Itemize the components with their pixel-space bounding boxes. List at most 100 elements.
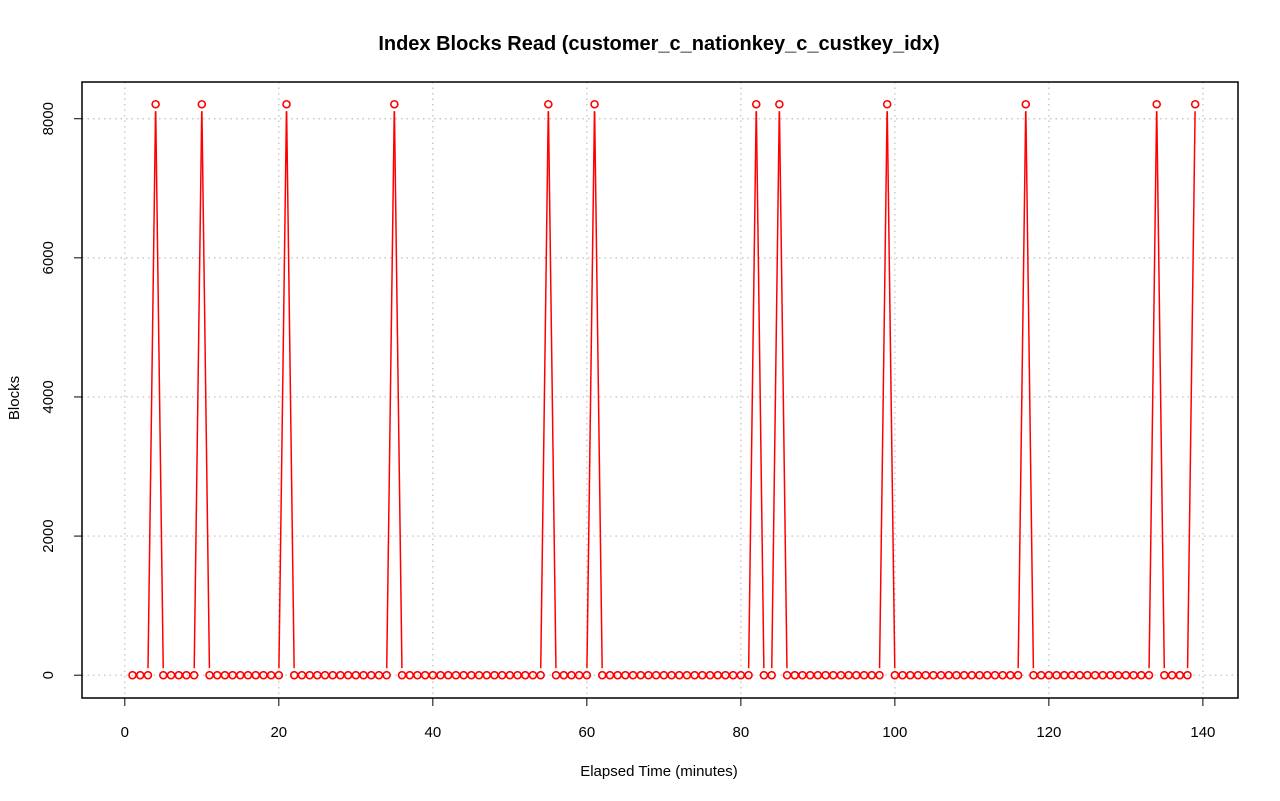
data-point	[182, 670, 191, 680]
data-point	[297, 670, 307, 680]
data-point	[390, 99, 399, 109]
data-point	[343, 670, 353, 680]
data-point	[775, 99, 784, 109]
data-point	[805, 670, 815, 680]
x-tick-label: 140	[1190, 724, 1215, 741]
data-point	[413, 670, 422, 680]
series-segment	[771, 111, 781, 669]
data-point	[728, 670, 738, 680]
y-tick-label: 8000	[40, 102, 57, 135]
data-point	[844, 670, 853, 680]
data-point	[274, 670, 284, 680]
data-point	[459, 670, 468, 680]
data-point	[921, 670, 930, 680]
data-point	[197, 99, 207, 109]
data-point	[751, 99, 761, 109]
data-point	[1021, 99, 1031, 109]
data-point	[682, 670, 692, 680]
plot-frame	[81, 81, 1239, 699]
series-segment	[393, 111, 403, 669]
series-segment	[1017, 111, 1027, 669]
y-tick-label: 2000	[40, 519, 57, 552]
data-point	[336, 670, 345, 680]
data-point	[1067, 670, 1077, 680]
x-tick-label: 20	[270, 724, 287, 741]
series-segment	[1186, 111, 1196, 669]
data-point	[644, 670, 653, 680]
data-point	[798, 670, 807, 680]
data-point	[1029, 670, 1038, 680]
series-segment	[878, 111, 888, 669]
data-point	[1144, 670, 1154, 680]
data-point	[1113, 670, 1123, 680]
data-point	[613, 670, 622, 680]
x-tick-label: 100	[882, 724, 907, 741]
grid	[82, 82, 1238, 698]
data-point	[1075, 670, 1084, 680]
data-point	[990, 670, 1000, 680]
series-segment	[1025, 111, 1035, 669]
data-point	[220, 670, 230, 680]
data-point	[451, 670, 461, 680]
series-segment	[154, 111, 164, 669]
chart-title: Index Blocks Read (customer_c_nationkey_…	[378, 33, 939, 55]
y-tick-label: 0	[40, 671, 57, 679]
x-tick-label: 80	[733, 724, 750, 741]
data-point	[952, 670, 961, 680]
data-point	[1152, 99, 1161, 109]
data-point	[875, 670, 884, 680]
data-point	[836, 670, 846, 680]
data-point	[536, 670, 545, 680]
series-segment	[755, 111, 765, 669]
data-point	[374, 670, 384, 680]
data-point	[151, 99, 160, 109]
data-point	[582, 670, 592, 680]
series-segment	[1148, 111, 1158, 669]
data-point	[490, 670, 499, 680]
x-tick-label: 40	[424, 724, 441, 741]
y-axis-label: Blocks	[6, 376, 23, 420]
data-point	[420, 670, 430, 680]
data-point	[497, 670, 507, 680]
data-point	[590, 99, 599, 109]
data-point	[305, 670, 314, 680]
data-point	[651, 670, 661, 680]
data-point	[1106, 670, 1115, 680]
data-point	[721, 670, 730, 680]
series-segment	[285, 111, 295, 669]
series-segment	[278, 111, 288, 669]
series-segment	[778, 111, 788, 669]
series-segment	[747, 111, 757, 669]
series-segment	[886, 111, 896, 669]
data-point	[759, 670, 769, 680]
x-tick-label: 0	[121, 724, 129, 741]
data-point	[282, 99, 291, 109]
data-point	[189, 670, 199, 680]
series-segment	[547, 111, 557, 669]
series-segment	[586, 111, 596, 669]
data-point	[913, 670, 923, 680]
data-point	[998, 670, 1007, 680]
x-tick-label: 120	[1036, 724, 1061, 741]
data-point	[690, 670, 699, 680]
data-point	[744, 670, 753, 680]
series-segment	[385, 111, 395, 669]
data-point	[228, 670, 237, 680]
data-point	[882, 99, 892, 109]
axes: 0 20 40 60 80 100 120 140 0 2000 4000 6000 8000	[40, 102, 1215, 741]
data-point	[574, 670, 584, 680]
x-tick-label: 60	[579, 724, 596, 741]
data-point	[1013, 670, 1023, 680]
data-point	[959, 670, 969, 680]
x-axis-label: Elapsed Time (minutes)	[580, 763, 738, 780]
data-point	[1183, 670, 1192, 680]
series-segment	[593, 111, 603, 669]
series-segment	[147, 111, 157, 669]
data-point	[1190, 99, 1200, 109]
data-point	[1036, 670, 1046, 680]
data-point	[544, 99, 553, 109]
series-segment	[201, 111, 211, 669]
y-tick-label: 4000	[40, 380, 57, 413]
data-point	[528, 670, 538, 680]
